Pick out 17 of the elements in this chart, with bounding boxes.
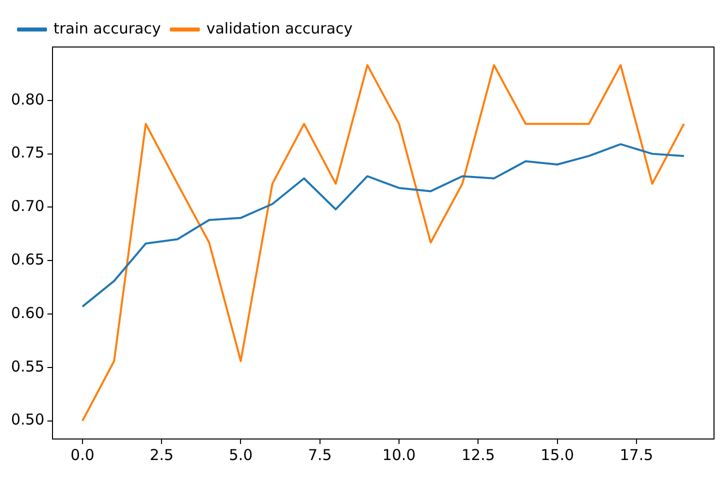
y-tick-label: 0.55 — [10, 357, 44, 376]
x-tick-label: 5.0 — [228, 446, 253, 464]
legend-label: train accuracy — [54, 19, 161, 38]
x-tick-label: 17.5 — [620, 446, 654, 464]
y-tick-label: 0.75 — [10, 144, 44, 162]
x-tick-label: 12.5 — [461, 446, 495, 464]
y-tick-label: 0.65 — [10, 250, 44, 269]
x-tick-label: 7.5 — [308, 446, 332, 464]
legend-label: validation accuracy — [206, 19, 353, 38]
y-tick-label: 0.70 — [10, 197, 44, 216]
x-tick-label: 2.5 — [150, 446, 174, 464]
x-tick-label: 15.0 — [540, 446, 574, 464]
x-tick-label: 10.0 — [382, 446, 416, 464]
x-tick-label: 0.0 — [70, 446, 94, 464]
y-tick-label: 0.80 — [10, 90, 44, 108]
y-tick-label: 0.50 — [10, 410, 44, 429]
y-tick-label: 0.60 — [10, 304, 44, 322]
